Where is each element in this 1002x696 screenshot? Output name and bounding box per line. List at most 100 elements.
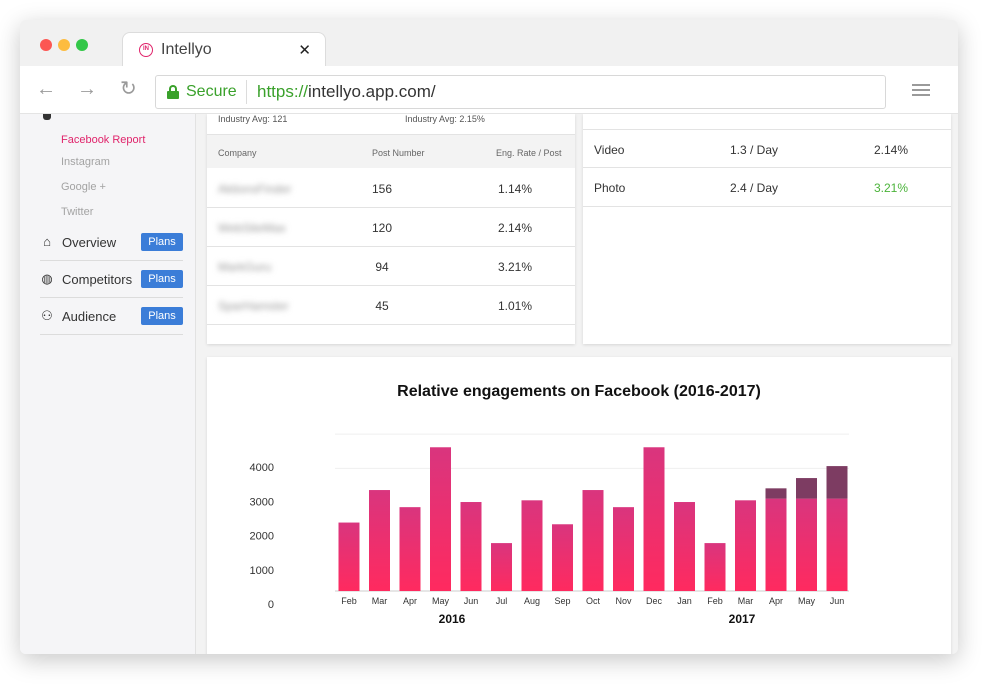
bar <box>369 490 390 591</box>
plans-badge[interactable]: Plans <box>141 270 183 288</box>
sidebar-item-audience[interactable]: ⚇ Audience Plans <box>40 298 183 335</box>
bar <box>613 507 634 591</box>
y-tick-label: 1000 <box>250 565 274 577</box>
engagement-bar-chart: 0 1000 2000 3000 4000 Feb Mar Apr May Jun Jul Aug Se… <box>250 433 849 626</box>
bar-stack-top <box>796 478 817 499</box>
x-tick-label: May <box>798 596 816 606</box>
y-tick-label: 4000 <box>250 462 274 474</box>
table-header: Company Post Number Eng. Rate / Post <box>207 134 575 168</box>
tab-close-icon[interactable]: ✕ <box>298 42 311 59</box>
y-tick-label: 2000 <box>250 531 274 543</box>
forward-arrow-icon[interactable]: → <box>77 78 97 100</box>
post-type-row: Photo 2.4 / Day 3.21% <box>583 168 951 207</box>
post-number: 156 <box>371 182 393 196</box>
x-tick-label: Feb <box>341 596 357 606</box>
post-number: 120 <box>371 221 393 235</box>
bar <box>674 502 695 591</box>
bar <box>765 498 787 591</box>
table-row: MarkGuru 94 3.21% <box>207 247 575 286</box>
bar <box>735 500 756 591</box>
x-tick-label: Jul <box>496 596 508 606</box>
x-tick-label: Aug <box>524 596 540 606</box>
globe-icon: ◍ <box>41 271 53 286</box>
sidebar-subitem-twitter[interactable]: Twitter <box>61 206 94 218</box>
browser-window: IN Intellyo ✕ ← → ↻ Secure https://intel… <box>20 20 958 654</box>
address-bar[interactable]: Secure https://intellyo.app.com/ <box>155 75 886 109</box>
sidebar-item-label: Overview <box>62 235 117 250</box>
post-type: Photo <box>594 181 626 195</box>
post-eng-rate: 3.21% <box>873 181 909 195</box>
bar <box>796 498 817 591</box>
year-label: 2017 <box>729 612 756 626</box>
table-row: SparHamster 45 1.01% <box>207 286 575 325</box>
minimize-window-button[interactable] <box>58 39 70 51</box>
hamburger-menu-icon[interactable] <box>912 84 930 96</box>
sidebar-subitem-google[interactable]: Google + <box>61 181 106 193</box>
bar <box>491 543 512 591</box>
sidebar: Facebook Report Instagram Google + Twitter … <box>20 114 196 654</box>
x-tick-label: Dec <box>646 596 663 606</box>
people-icon: ⚇ <box>41 308 53 323</box>
y-tick-label: 3000 <box>250 496 274 508</box>
chart-title: Relative engagements on Facebook (2016-2… <box>397 383 761 400</box>
bar <box>826 498 848 591</box>
sidebar-item-label: Competitors <box>62 272 133 287</box>
bar-stack-top <box>765 488 787 499</box>
x-tick-label: Feb <box>707 596 723 606</box>
competitors-card: Industry Avg: 121 Industry Avg: 2.15% Co… <box>207 114 575 344</box>
home-icon: ⌂ <box>43 234 51 249</box>
post-number: 94 <box>375 260 389 274</box>
x-tick-label: Nov <box>615 596 632 606</box>
company-name: AktionsFinder <box>218 182 292 196</box>
intellyo-favicon-icon: IN <box>139 43 153 57</box>
x-tick-label: Mar <box>738 596 754 606</box>
x-tick-label: Mar <box>372 596 388 606</box>
post-type: Video <box>594 143 625 157</box>
eng-rate: 1.14% <box>497 182 533 196</box>
x-tick-label: Sep <box>554 596 570 606</box>
plans-badge[interactable]: Plans <box>141 307 183 325</box>
url-host: intellyo.app.com/ <box>308 82 436 101</box>
bar <box>552 524 573 591</box>
bar <box>399 507 421 591</box>
bar <box>582 490 604 591</box>
page-content: Facebook Report Instagram Google + Twitter … <box>20 114 958 654</box>
sidebar-item-label: Audience <box>62 309 117 324</box>
tab-title: Intellyo <box>161 41 212 58</box>
bar <box>521 500 543 591</box>
bar <box>430 447 451 591</box>
reload-icon[interactable]: ↻ <box>120 78 137 100</box>
sidebar-subitem-instagram[interactable]: Instagram <box>61 156 110 168</box>
header-post-number: Post Number <box>372 148 425 158</box>
maximize-window-button[interactable] <box>76 39 88 51</box>
x-tick-label: Jun <box>464 596 479 606</box>
url-text[interactable]: https://intellyo.app.com/ <box>257 82 436 102</box>
sidebar-item-competitors[interactable]: ◍ Competitors Plans <box>40 261 183 298</box>
y-tick-label: 0 <box>268 599 274 611</box>
header-company: Company <box>218 148 257 158</box>
industry-avg-rate: Industry Avg: 2.15% <box>405 114 485 124</box>
x-tick-label: May <box>432 596 450 606</box>
eng-rate: 1.01% <box>497 299 533 313</box>
engagement-chart-card: Relative engagements on Facebook (2016-2… <box>207 357 951 654</box>
year-label: 2016 <box>439 612 466 626</box>
x-tick-label: Jan <box>677 596 692 606</box>
industry-avg-posts: Industry Avg: 121 <box>218 114 288 124</box>
close-window-button[interactable] <box>40 39 52 51</box>
cropped-section-icon <box>43 114 51 120</box>
company-name: SparHamster <box>218 299 289 313</box>
post-type-row: Video 1.3 / Day 2.14% <box>583 129 951 168</box>
bar <box>643 447 665 591</box>
company-name: WebSiteMax <box>218 221 286 235</box>
header-eng-rate: Eng. Rate / Post <box>496 148 562 158</box>
post-eng-rate: 2.14% <box>873 143 909 157</box>
browser-titlebar: IN Intellyo ✕ <box>20 20 958 68</box>
bar <box>338 522 360 591</box>
plans-badge[interactable]: Plans <box>141 233 183 251</box>
back-arrow-icon[interactable]: ← <box>36 78 56 100</box>
browser-tab[interactable]: IN Intellyo ✕ <box>122 32 326 68</box>
sidebar-subitem-facebook-report[interactable]: Facebook Report <box>61 134 146 146</box>
sidebar-item-overview[interactable]: ⌂ Overview Plans <box>40 224 183 261</box>
table-row: AktionsFinder 156 1.14% <box>207 169 575 208</box>
table-row: WebSiteMax 120 2.14% <box>207 208 575 247</box>
